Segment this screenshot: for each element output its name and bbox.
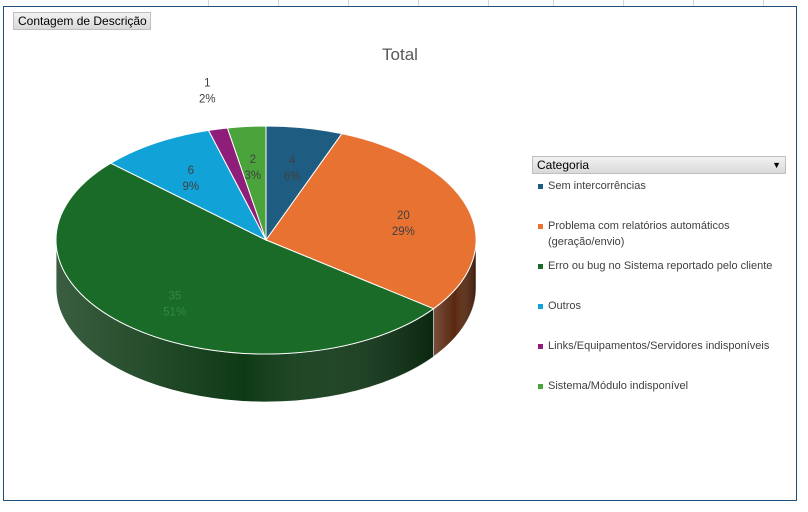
pie-top-faces — [55, 125, 477, 355]
legend-field-button[interactable]: Categoria ▼ — [532, 156, 786, 174]
data-label-value-links-equipamentos-servidores-indisponiveis: 1 — [204, 78, 210, 90]
data-label-value-outros: 6 — [188, 165, 194, 177]
legend-swatch — [538, 224, 543, 229]
data-label-percent-links-equipamentos-servidores-indisponiveis: 2% — [199, 94, 216, 106]
pie-side-shading — [56, 240, 434, 402]
data-label-value-erro-ou-bug-no-sistema-reportado-pelo-cliente: 35 — [168, 291, 181, 303]
data-label-percent-outros: 9% — [183, 181, 200, 193]
legend-swatch — [538, 384, 543, 389]
data-label-value-problema-com-relatorios-automaticos-geracao-envio: 20 — [397, 210, 410, 222]
pie-side-shading — [433, 240, 476, 357]
pie-slice-problema-com-relatorios-automaticos-geracao-envio[interactable] — [265, 133, 477, 310]
legend-swatch — [538, 184, 543, 189]
data-label-percent-sistema-modulo-indisponivel: 3% — [245, 170, 262, 182]
data-labels: 4 6% 20 29% 35 51% 6 9% 1 2% 2 3% — [163, 78, 415, 319]
pie-slice-outros[interactable] — [109, 129, 268, 242]
worksheet-gridlines — [0, 0, 808, 6]
pie-side-walls — [55, 239, 477, 403]
data-label-percent-erro-ou-bug-no-sistema-reportado-pelo-cliente: 51% — [163, 307, 186, 319]
legend-label: Links/Equipamentos/Servidores indisponív… — [548, 340, 770, 352]
dropdown-arrow-icon[interactable]: ▼ — [772, 160, 781, 170]
legend-label: Erro ou bug no Sistema reportado pelo cl… — [548, 260, 773, 272]
pie-slice-sistema-modulo-indisponivel[interactable] — [226, 125, 267, 241]
legend-swatch — [538, 304, 543, 309]
value-field-button[interactable]: Contagem de Descrição — [13, 12, 151, 30]
data-label-value-sem-intercorrencias: 4 — [289, 155, 296, 167]
pie-slice-erro-ou-bug-no-sistema-reportado-pelo-cliente[interactable] — [55, 162, 435, 355]
chart-title: Total — [382, 45, 418, 64]
legend-swatch — [538, 344, 543, 349]
legend-field-label: Categoria — [537, 158, 590, 172]
data-label-value-sistema-modulo-indisponivel: 2 — [250, 154, 256, 166]
legend-label: Problema com relatórios automáticos (ger… — [548, 220, 730, 248]
data-label-percent-sem-intercorrencias: 6% — [284, 171, 301, 183]
legend-label: Outros — [548, 300, 582, 312]
legend-label: Sistema/Módulo indisponível — [548, 380, 689, 392]
data-label-percent-problema-com-relatorios-automaticos-geracao-envio: 29% — [392, 226, 415, 238]
legend-swatch — [538, 264, 543, 269]
legend-label: Sem intercorrências — [548, 180, 646, 192]
